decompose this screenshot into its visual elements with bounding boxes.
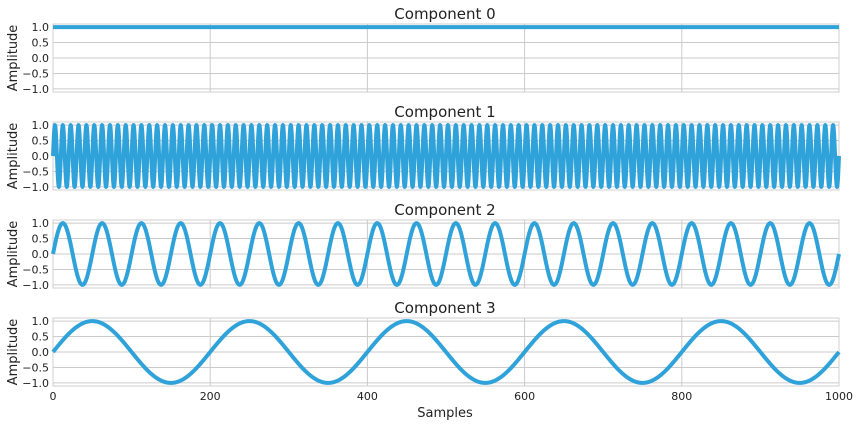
subplot-2-ylabel: Amplitude [6, 221, 21, 288]
subplot-2-series-line [51, 221, 841, 287]
subplot-0-ytick-label: 0.0 [32, 52, 50, 65]
subplot-2-ytick-label: 0.0 [32, 248, 50, 261]
subplot-2-ytick-label: −1.0 [22, 279, 49, 292]
subplot-3-xtick-label: 1000 [825, 390, 853, 403]
subplot-3-xlabel: Samples [417, 406, 473, 421]
subplot-3-xtick-label: 800 [671, 390, 692, 403]
subplot-3-xtick-label: 200 [200, 390, 221, 403]
subplot-1-ytick-label: −0.5 [22, 165, 49, 178]
subplot-0-ytick-label: −1.0 [22, 83, 49, 96]
subplot-3-title: Component 3 [394, 299, 495, 317]
subplot-3-xtick-label: 600 [514, 390, 535, 403]
subplot-0-ytick-label: 1.0 [32, 21, 50, 34]
subplot-1-ytick-label: 0.0 [32, 150, 50, 163]
subplot-1-ytick-label: 1.0 [32, 119, 50, 132]
subplot-1: Component 1 Amplitude 1.0 0.5 0.0 −0.5 −1.0 [6, 103, 841, 194]
subplot-3-xtick-label: 0 [50, 390, 57, 403]
subplot-3-ytick-label: 0.5 [32, 331, 50, 344]
subplot-3-ylabel: Amplitude [6, 319, 21, 386]
subplot-2-ytick-label: 0.5 [32, 233, 50, 246]
subplot-2: Component 2 Amplitude 1.0 0.5 0.0 −0.5 −1.0 [6, 201, 841, 292]
subplot-3-ytick-label: −0.5 [22, 361, 49, 374]
subplot-2-title: Component 2 [394, 201, 495, 219]
subplot-0: Component 0 Amplitude 1.0 0.5 0.0 −0.5 −1.0 [6, 5, 840, 96]
subplot-1-ylabel: Amplitude [6, 123, 21, 190]
subplot-3-ytick-label: 0.0 [32, 346, 50, 359]
subplot-0-ytick-label: 0.5 [32, 37, 50, 50]
subplot-0-ytick-label: −0.5 [22, 67, 49, 80]
subplot-3-ytick-label: 1.0 [32, 315, 50, 328]
subplot-1-series-line [51, 123, 841, 189]
subplot-3-xtick-label: 400 [357, 390, 378, 403]
subplot-0-ylabel: Amplitude [6, 25, 21, 92]
subplot-3: Component 3 Amplitude Samples 1.0 0.5 0.0 −… [6, 299, 853, 421]
subplot-0-title: Component 0 [394, 5, 495, 23]
subplot-1-ytick-label: 0.5 [32, 135, 50, 148]
subplot-2-ytick-label: −0.5 [22, 263, 49, 276]
subplot-1-ytick-label: −1.0 [22, 181, 49, 194]
subplot-3-series-line [51, 319, 841, 385]
subplot-3-ytick-label: −1.0 [22, 377, 49, 390]
subplot-1-title: Component 1 [394, 103, 495, 121]
subplot-2-ytick-label: 1.0 [32, 217, 50, 230]
